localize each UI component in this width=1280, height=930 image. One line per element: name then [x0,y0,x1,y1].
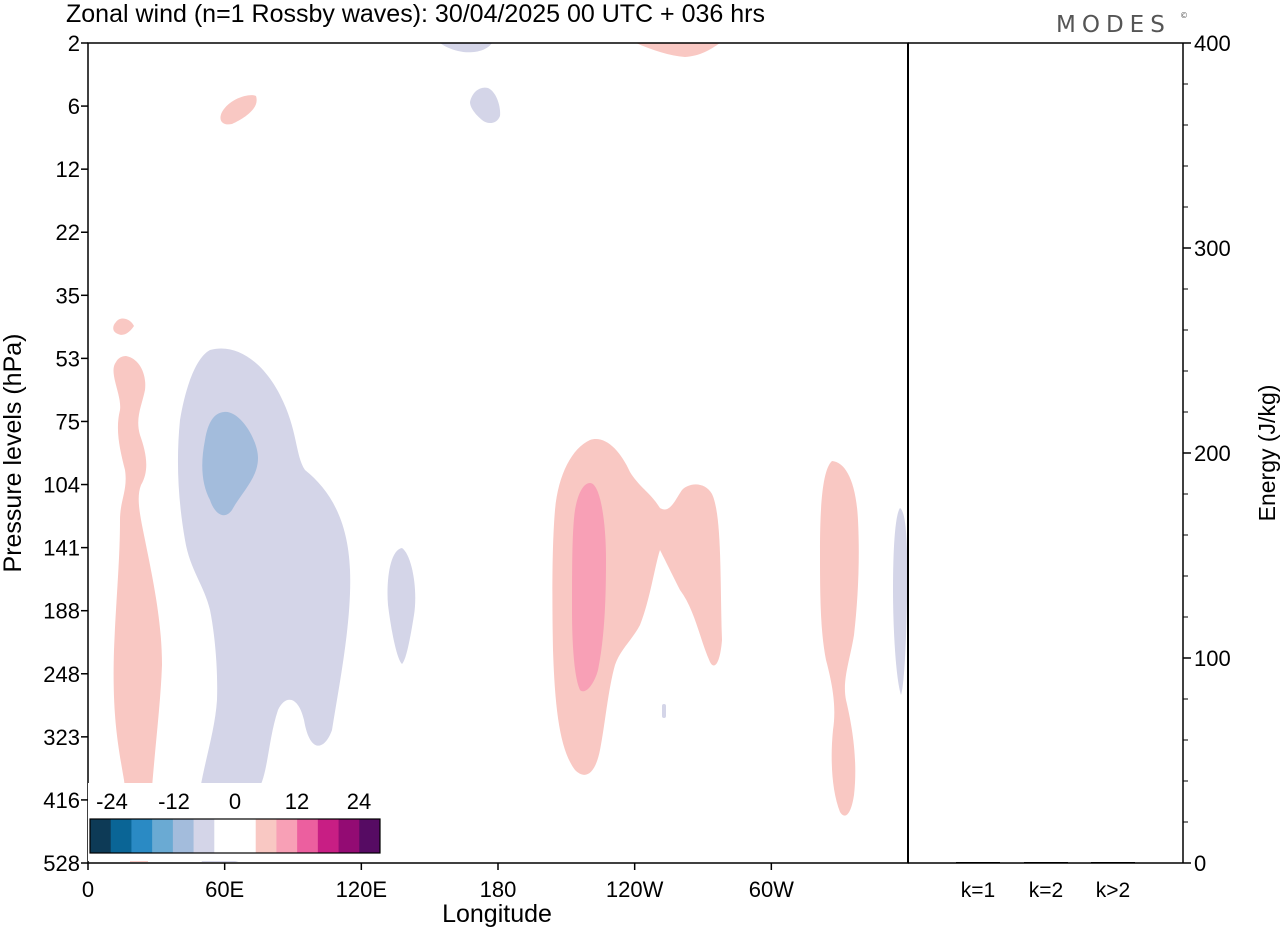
colorbar-legend: -24 -12 0 12 24 [88,783,384,861]
negative-wind-core [202,411,258,516]
negative-wind-region [662,704,666,718]
x-tick-label: 120W [606,877,664,902]
energy-tick-label: 100 [1194,646,1231,671]
y-tick-label: 104 [43,473,80,498]
colorbar-swatch [172,819,194,853]
positive-wind-region [113,318,134,335]
negative-wind-region [470,87,501,124]
colorbar-swatch [338,819,360,853]
energy-bar [956,862,1000,863]
energy-tick-label: 200 [1194,441,1231,466]
y-tick-label: 75 [56,409,80,434]
y-tick-label: 416 [43,788,80,813]
colorbar-border [89,818,381,854]
energy-category-label: k=2 [1029,879,1063,902]
colorbar-swatch [193,819,215,853]
energy-category-label: k>2 [1096,879,1130,902]
y-tick-label: 188 [43,599,80,624]
colorbar-label: 24 [347,789,371,814]
colorbar-swatch [90,819,112,853]
positive-wind-region [820,461,859,816]
x-tick-label: 0 [82,877,94,902]
negative-wind-region [387,548,416,664]
energy-axis-title: Energy (J/kg) [1254,385,1280,522]
negative-wind-region [440,43,492,53]
positive-wind-core [572,483,606,692]
colorbar-label: -24 [96,789,128,814]
y-tick-label: 141 [43,536,80,561]
colorbar-label: 0 [229,789,241,814]
colorbar-swatch [297,819,319,853]
y-tick-label: 528 [43,851,80,876]
positive-wind-region [113,356,162,862]
brand-mark: © [1180,11,1194,20]
x-tick-label: 60W [749,877,794,902]
contour-fills [113,43,908,863]
energy-tick-label: 300 [1194,236,1231,261]
colorbar-swatch [317,819,339,853]
y-tick-label: 323 [43,725,80,750]
x-tick-label: 60E [205,877,244,902]
brand-logo: MODES [1056,12,1171,38]
y-tick-label: 22 [56,220,80,245]
y-tick-label: 248 [43,662,80,687]
energy-bar [1024,862,1068,863]
positive-wind-region [636,43,720,57]
colorbar-swatch [110,819,132,853]
energy-category-label: k=1 [961,879,995,902]
colorbar-swatch [131,819,153,853]
y-tick-label: 35 [56,283,80,308]
axes: 0 60E 120E 180 120W 60W 2 6 12 22 35 53 75 104 141 188 2… [43,31,1230,902]
colorbar-swatch [214,819,236,853]
colorbar-swatch [152,819,174,853]
colorbar-swatch [235,819,257,853]
x-axis-title: Longitude [442,900,552,928]
energy-tick-label: 400 [1194,31,1231,56]
colorbar-label: -12 [158,789,190,814]
chart-title: Zonal wind (n=1 Rossby waves): 30/04/202… [66,0,765,28]
y-tick-label: 2 [68,31,80,56]
y-tick-label: 53 [56,346,80,371]
y-axis-title: Pressure levels (hPa) [0,334,27,573]
positive-wind-region [220,95,257,125]
colorbar-swatch [276,819,298,853]
colorbar-swatch [359,819,381,853]
negative-wind-region [893,508,908,695]
x-tick-label: 180 [480,877,517,902]
y-tick-label: 6 [68,94,80,119]
energy-bar [1091,862,1135,863]
energy-tick-label: 0 [1194,851,1206,876]
x-tick-label: 120E [336,877,387,902]
y-tick-label: 12 [56,157,80,182]
colorbar-swatch [255,819,277,853]
colorbar-label: 12 [285,789,309,814]
